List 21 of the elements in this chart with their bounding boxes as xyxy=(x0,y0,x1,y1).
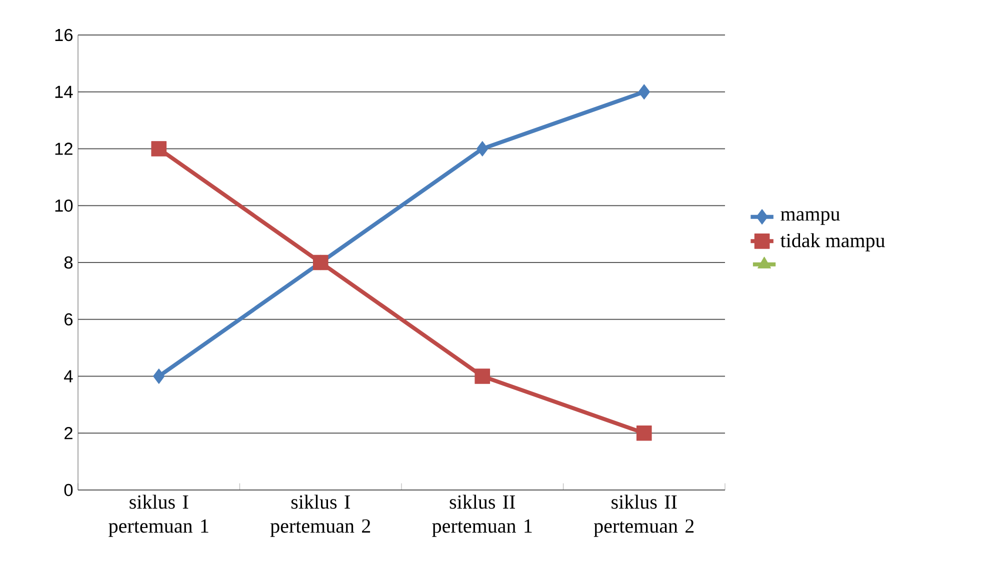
legend-label: mampu xyxy=(780,211,840,225)
point xyxy=(476,141,488,156)
y-tick-label: 10 xyxy=(55,199,73,212)
y-tick-label: 16 xyxy=(55,28,73,42)
point xyxy=(474,368,490,384)
y-tick-label: 6 xyxy=(64,313,73,326)
x-tick-label: siklus I pertemuan 2 xyxy=(270,494,370,537)
x-tick-label: siklus II pertemuan 2 xyxy=(594,494,694,537)
point xyxy=(151,141,167,156)
y-tick-label: 14 xyxy=(55,86,73,98)
x-tick-label: siklus I pertemuan 1 xyxy=(108,494,208,537)
y-tick-label: 8 xyxy=(64,256,73,269)
y-tick-label: 2 xyxy=(64,427,72,440)
x-tick-label: siklus II pertemuan 1 xyxy=(432,494,532,537)
legend-label: tidak mampu xyxy=(780,233,885,252)
y-tick-label: 4 xyxy=(64,370,73,382)
y-tick-label: 12 xyxy=(55,142,72,155)
point xyxy=(636,425,652,441)
y-tick-label: 0 xyxy=(64,484,73,496)
point xyxy=(153,368,165,384)
point xyxy=(638,84,650,100)
